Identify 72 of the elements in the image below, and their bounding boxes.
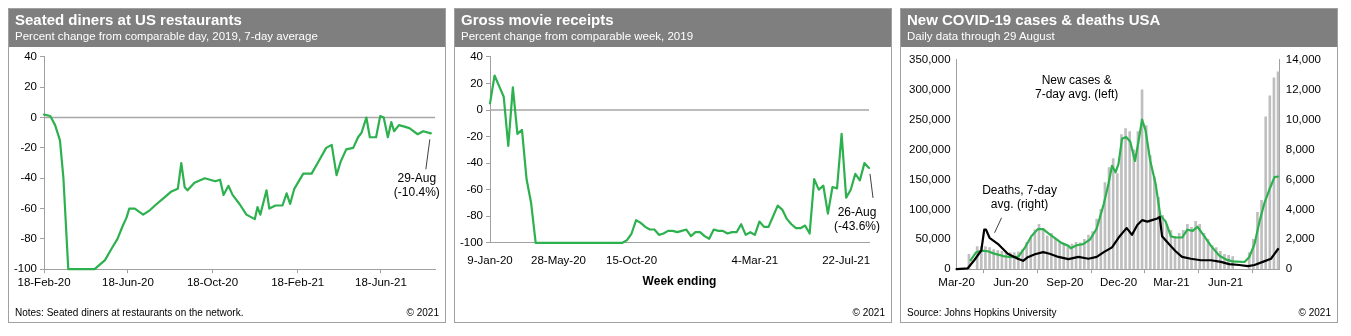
annotation: 29-Aug (-10.4%) [393,170,440,199]
source-note: Source: Johns Hopkins University [907,307,1057,319]
y-tick-label: 0 [30,110,38,123]
y-tick-label: 250,000 [908,112,951,125]
x-tick-label: Mar-21 [1153,276,1190,289]
y2-tick-label: 14,000 [1285,53,1322,66]
y-tick-label: -80 [20,232,38,245]
y-tick-label: -60 [466,182,484,195]
x-tick-label: Jun-21 [1208,276,1244,289]
x-tick-label: 28-May-20 [531,253,586,266]
annotation: 26-Aug (-43.6%) [833,205,881,234]
y-tick-label: 0 [944,262,951,275]
y2-tick-label: 10,000 [1285,112,1322,125]
y2-tick-label: 4,000 [1285,202,1315,215]
y-tick-label: -60 [20,201,38,214]
series-label: Deaths, 7-day avg. (right) [982,183,1057,212]
y-tick-label: -80 [466,209,484,222]
chart-subtitle: Daily data through 29 August [907,29,1056,44]
bar [1268,95,1272,270]
y-tick-label: -20 [20,141,38,154]
x-tick-label: 4-Mar-21 [731,253,779,266]
x-tick-label: Dec-20 [1099,276,1138,289]
bar [1045,235,1049,270]
chart-title: Gross movie receipts [461,11,615,29]
bar [1194,221,1197,270]
x-tick-label: 18-Jun-21 [355,276,407,289]
bar [1128,131,1132,270]
x-tick-label: 18-Feb-20 [17,276,71,289]
bar [1124,128,1127,270]
y-tick-label: 100,000 [908,202,951,215]
y-tick-label: 40 [470,50,484,63]
y-tick-label: 20 [24,80,38,93]
chart-title: New COVID-19 cases & deaths USA [907,11,1162,29]
y-tick-label: 50,000 [915,232,951,245]
text: © 2021 [852,307,885,319]
y-tick-label: -20 [466,129,484,142]
x-tick-label: 18-Oct-20 [186,276,239,289]
text: New cases & 7-day avg. (left) [1035,72,1119,101]
y-tick-label: -40 [466,156,484,169]
x-tick-label: 9-Jan-20 [467,253,513,266]
x-tick-label: Sep-20 [1046,276,1084,289]
y-tick-label: 20 [470,76,484,89]
y-tick-label: 150,000 [908,172,951,185]
chart-subtitle: Percent change from comparable week, 2019 [461,29,695,44]
chart-subtitle: Percent change from comparable day, 2019, 7-day average [15,29,319,44]
chart-title: Seated diners at US restaurants [15,11,243,29]
y-tick-label: -100 [13,262,38,275]
x-tick-label: 18-Jun-20 [102,276,154,289]
y-tick-label: 300,000 [908,82,951,95]
y-tick-label: 200,000 [908,142,951,155]
y-tick-label: 0 [476,103,484,116]
y-tick-label: 350,000 [908,53,951,66]
y-tick-label: -100 [459,235,484,248]
y2-tick-label: 8,000 [1285,142,1315,155]
x-tick-label: 18-Feb-21 [271,276,325,289]
text: © 2021 [406,307,439,319]
x-axis-title: Week ending [642,274,717,289]
bar [1062,244,1066,270]
y-tick-label: -40 [20,171,38,184]
y-tick-label: 40 [24,50,38,63]
x-tick-label: 22-Jul-21 [822,253,871,266]
text: © 2021 [1298,307,1331,319]
y2-tick-label: 12,000 [1285,82,1322,95]
x-tick-label: 15-Oct-20 [605,253,658,266]
bar [984,246,987,270]
text: Notes: Seated diners at restaurants on the network. [15,307,244,319]
x-tick-label: Jun-20 [993,276,1029,289]
bar [1111,158,1115,270]
x-tick-label: Mar-20 [938,276,975,289]
y2-tick-label: 6,000 [1285,172,1315,185]
y2-tick-label: 2,000 [1285,232,1315,245]
y2-tick-label: 0 [1285,262,1293,275]
